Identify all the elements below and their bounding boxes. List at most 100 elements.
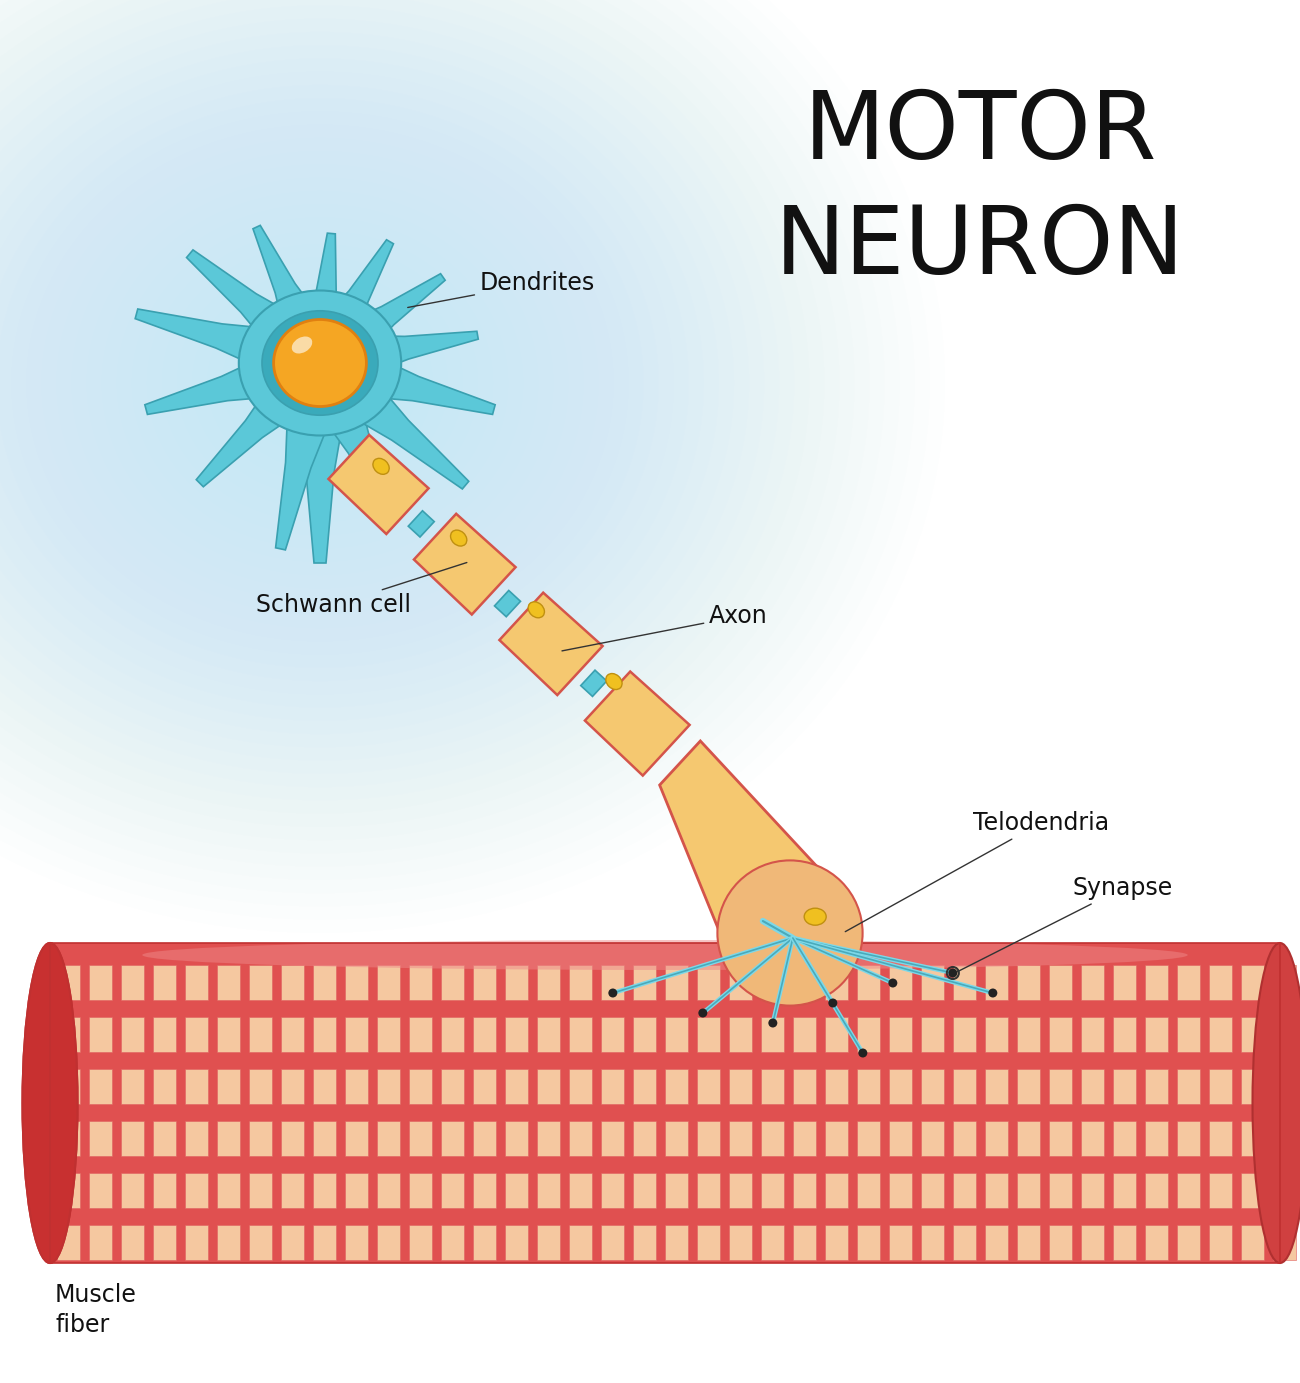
Ellipse shape [373,458,389,474]
Polygon shape [473,1018,497,1052]
Polygon shape [1113,1122,1136,1156]
Polygon shape [601,965,624,1000]
Polygon shape [313,1225,335,1260]
Polygon shape [793,1018,816,1052]
Polygon shape [441,1225,464,1260]
Ellipse shape [291,336,312,354]
Polygon shape [760,1173,784,1207]
Polygon shape [121,1122,144,1156]
Polygon shape [185,1018,208,1052]
Polygon shape [569,965,592,1000]
Polygon shape [729,1069,751,1104]
Polygon shape [88,965,112,1000]
Polygon shape [144,346,299,415]
Polygon shape [217,1069,240,1104]
Polygon shape [537,1225,560,1260]
Polygon shape [953,1225,976,1260]
Polygon shape [217,1173,240,1207]
Polygon shape [1113,1069,1136,1104]
Ellipse shape [273,319,367,407]
Polygon shape [185,1225,208,1260]
Polygon shape [473,965,497,1000]
Polygon shape [1145,1225,1167,1260]
Polygon shape [633,1173,656,1207]
Polygon shape [537,1122,560,1156]
Polygon shape [217,1225,240,1260]
Polygon shape [281,1173,304,1207]
Polygon shape [504,1225,528,1260]
Ellipse shape [888,979,897,987]
Polygon shape [309,379,396,519]
Polygon shape [1049,1018,1072,1052]
Polygon shape [826,1069,848,1104]
Polygon shape [217,1122,240,1156]
Polygon shape [504,1122,528,1156]
Ellipse shape [1252,943,1300,1263]
Polygon shape [413,514,516,614]
Polygon shape [1082,965,1104,1000]
Polygon shape [666,1018,688,1052]
Polygon shape [581,671,607,697]
Polygon shape [1242,1018,1264,1052]
Polygon shape [1242,965,1264,1000]
Ellipse shape [22,943,78,1263]
Polygon shape [633,1122,656,1156]
Polygon shape [1242,1069,1264,1104]
Ellipse shape [828,999,837,1007]
Polygon shape [1082,1225,1104,1260]
Polygon shape [601,1069,624,1104]
Text: Axon: Axon [562,604,768,651]
Polygon shape [697,1225,720,1260]
Polygon shape [344,1225,368,1260]
Polygon shape [1176,1225,1200,1260]
Polygon shape [344,1018,368,1052]
Polygon shape [697,965,720,1000]
Polygon shape [121,1225,144,1260]
Ellipse shape [858,1048,867,1058]
Polygon shape [920,1173,944,1207]
Polygon shape [121,1018,144,1052]
Polygon shape [504,1069,528,1104]
Polygon shape [633,1018,656,1052]
Polygon shape [1017,1225,1040,1260]
Ellipse shape [768,1018,777,1028]
Polygon shape [760,1122,784,1156]
Polygon shape [601,1225,624,1260]
Polygon shape [889,1018,913,1052]
Polygon shape [377,1069,400,1104]
Polygon shape [1209,1173,1232,1207]
Polygon shape [281,1225,304,1260]
Polygon shape [153,965,176,1000]
Polygon shape [153,1122,176,1156]
Polygon shape [793,1173,816,1207]
Polygon shape [537,1173,560,1207]
Polygon shape [569,1069,592,1104]
Polygon shape [1017,1122,1040,1156]
Text: Telodendria: Telodendria [845,810,1109,932]
Polygon shape [281,1122,304,1156]
Polygon shape [729,1018,751,1052]
Polygon shape [254,225,328,346]
Polygon shape [217,965,240,1000]
Polygon shape [826,1225,848,1260]
Polygon shape [729,1122,751,1156]
Polygon shape [985,965,1008,1000]
Polygon shape [633,1069,656,1104]
Polygon shape [826,1122,848,1156]
Polygon shape [1176,1069,1200,1104]
Polygon shape [250,1018,272,1052]
Polygon shape [601,1173,624,1207]
Polygon shape [410,965,432,1000]
Polygon shape [408,510,434,537]
Polygon shape [441,965,464,1000]
Polygon shape [793,1069,816,1104]
Polygon shape [1049,965,1072,1000]
Polygon shape [1242,1173,1264,1207]
Polygon shape [88,1018,112,1052]
Polygon shape [504,1018,528,1052]
Polygon shape [329,434,429,534]
Polygon shape [250,1069,272,1104]
Polygon shape [57,1122,81,1156]
Polygon shape [857,965,880,1000]
Polygon shape [1242,1225,1264,1260]
